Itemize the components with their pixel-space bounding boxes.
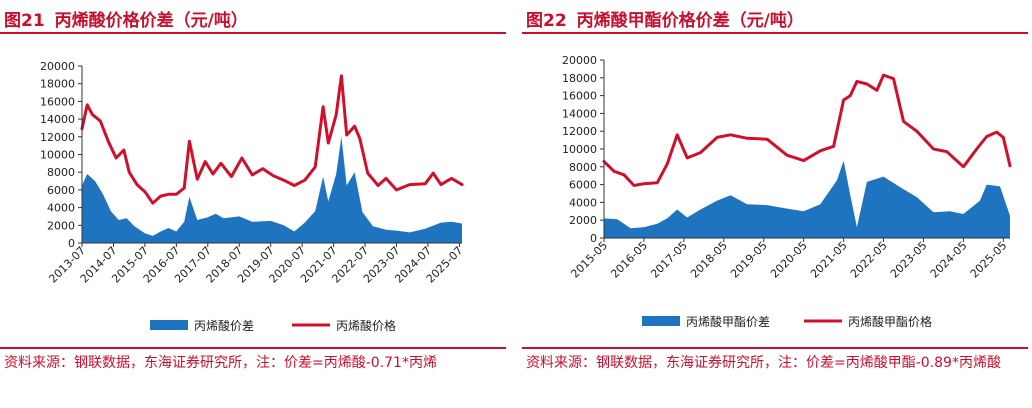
chart-panel-left: 图21 丙烯酸价格价差（元/吨） 0 2000 4000 6000 8000 10000 12… bbox=[0, 0, 510, 408]
x-tick-label: 2019-05 bbox=[728, 239, 770, 281]
y-tick-label: 6000 bbox=[569, 179, 597, 192]
y-tick-label: 4000 bbox=[47, 202, 75, 215]
x-tick-label: 2025-05 bbox=[968, 239, 1010, 281]
legend-swatch-area bbox=[642, 316, 680, 326]
title-rule bbox=[0, 32, 506, 34]
chart-title: 图22 丙烯酸甲酯价格价差（元/吨） bbox=[526, 6, 804, 31]
chart-title: 图21 丙烯酸价格价差（元/吨） bbox=[4, 6, 248, 31]
y-tick-label: 8000 bbox=[47, 166, 75, 179]
source-note: 资料来源：钢联数据，东海证券研究所，注：价差=丙烯酸-0.71*丙烯 bbox=[4, 355, 437, 371]
y-tick-label: 20000 bbox=[562, 54, 597, 67]
spread-area-series bbox=[82, 136, 462, 243]
x-tick-label: 2018-05 bbox=[688, 239, 730, 281]
x-tick-label: 2020-05 bbox=[768, 239, 810, 281]
x-tick-label: 2021-05 bbox=[808, 239, 850, 281]
figure-title: 丙烯酸价格价差（元/吨） bbox=[54, 11, 248, 31]
y-tick-label: 6000 bbox=[47, 184, 75, 197]
y-tick-label: 14000 bbox=[562, 107, 597, 120]
y-tick-label: 18000 bbox=[562, 72, 597, 85]
price-spread-chart: 0 2000 4000 6000 8000 10000 12000 14000 16000 180… bbox=[40, 60, 466, 333]
y-tick-label: 14000 bbox=[40, 113, 75, 126]
x-tick-label: 2016-05 bbox=[608, 239, 650, 281]
legend-label-price: 丙烯酸价格 bbox=[336, 318, 396, 333]
figure-title: 丙烯酸甲酯价格价差（元/吨） bbox=[576, 11, 804, 31]
y-tick-label: 8000 bbox=[569, 161, 597, 174]
y-tick-label: 12000 bbox=[40, 131, 75, 144]
y-tick-label: 10000 bbox=[40, 149, 75, 162]
chart-panel-right: 图22 丙烯酸甲酯价格价差（元/吨） 0 2000 4000 6000 8000 10000… bbox=[522, 0, 1032, 408]
source-rule bbox=[522, 347, 1028, 349]
legend-label-spread: 丙烯酸价差 bbox=[194, 318, 254, 333]
source-note: 资料来源：钢联数据，东海证券研究所，注：价差=丙烯酸甲酯-0.89*丙烯酸 bbox=[526, 355, 1001, 371]
x-tick-label: 2022-05 bbox=[848, 239, 890, 281]
y-tick-label: 16000 bbox=[40, 95, 75, 108]
x-tick-label: 2017-05 bbox=[648, 239, 690, 281]
price-spread-chart: 0 2000 4000 6000 8000 10000 12000 14000 16000 180… bbox=[562, 54, 1012, 329]
legend-label-spread: 丙烯酸甲酯价差 bbox=[686, 314, 770, 329]
y-tick-label: 0 bbox=[590, 232, 597, 245]
source-rule bbox=[0, 347, 506, 349]
legend-swatch-area bbox=[150, 320, 188, 330]
x-tick-label: 2023-05 bbox=[888, 239, 930, 281]
figure-number: 图22 bbox=[526, 11, 567, 31]
title-rule bbox=[522, 32, 1028, 34]
y-tick-label: 12000 bbox=[562, 125, 597, 138]
x-tick-label: 2015-05 bbox=[568, 239, 610, 281]
y-tick-label: 2000 bbox=[47, 219, 75, 232]
price-line-series bbox=[80, 74, 464, 205]
y-tick-label: 4000 bbox=[569, 196, 597, 209]
price-line-series bbox=[602, 73, 1012, 187]
figure-number: 图21 bbox=[4, 11, 45, 31]
legend-label-price: 丙烯酸甲酯价格 bbox=[848, 314, 932, 329]
y-tick-label: 18000 bbox=[40, 78, 75, 91]
spread-area-series bbox=[604, 160, 1010, 238]
y-tick-label: 0 bbox=[68, 237, 75, 250]
y-tick-label: 2000 bbox=[569, 214, 597, 227]
y-tick-label: 10000 bbox=[562, 143, 597, 156]
y-tick-label: 20000 bbox=[40, 60, 75, 73]
y-tick-label: 16000 bbox=[562, 90, 597, 103]
x-tick-label: 2024-05 bbox=[928, 239, 970, 281]
